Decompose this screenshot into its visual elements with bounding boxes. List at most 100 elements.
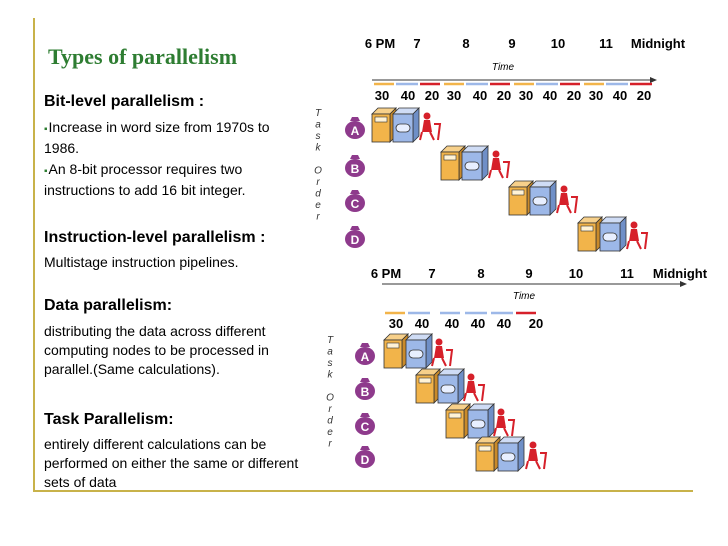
task-order-label: k xyxy=(328,370,334,381)
task-order-label: r xyxy=(328,439,332,450)
duration-label: 30 xyxy=(389,316,403,331)
duration-label: 20 xyxy=(637,88,651,103)
task-letter: B xyxy=(351,162,360,176)
duration-label: 40 xyxy=(471,316,485,331)
bag-icon xyxy=(360,446,370,450)
washer-icon xyxy=(445,403,471,439)
section-task: Task Parallelism: entirely different cal… xyxy=(44,410,306,492)
folder-person-icon xyxy=(493,408,516,437)
hour-label: 6 PM xyxy=(371,266,401,281)
folder-person-icon xyxy=(488,150,511,179)
section-heading: Task Parallelism: xyxy=(44,411,174,428)
section-bit-level: Bit-level parallelism : ▪Increase in wor… xyxy=(44,92,306,200)
duration-label: 30 xyxy=(447,88,461,103)
bag-icon xyxy=(355,450,375,468)
hour-label: 7 xyxy=(428,266,435,281)
task-order-label: a xyxy=(315,120,321,131)
time-axis-arrow xyxy=(650,77,657,83)
bag-icon xyxy=(355,417,375,435)
section-text: Multistage instruction pipelines. xyxy=(44,254,239,270)
task-order-label: d xyxy=(327,416,333,427)
time-label: Time xyxy=(513,291,536,302)
washer-icon xyxy=(577,216,603,252)
dryer-icon xyxy=(437,368,465,404)
dryer-icon xyxy=(461,145,489,181)
task-letter: B xyxy=(361,385,370,399)
duration-label: 40 xyxy=(543,88,557,103)
section-text: entirely different calculations can be p… xyxy=(44,436,299,490)
duration-label: 40 xyxy=(613,88,627,103)
task-order-label: s xyxy=(316,131,321,142)
hour-label: 8 xyxy=(477,266,484,281)
folder-person-icon xyxy=(463,373,486,402)
section-heading: Instruction-level parallelism : xyxy=(44,229,266,246)
hour-label: 10 xyxy=(569,266,583,281)
duration-label: 40 xyxy=(473,88,487,103)
bag-icon xyxy=(355,382,375,400)
task-letter: A xyxy=(351,124,360,138)
task-order-label: d xyxy=(315,189,321,200)
folder-person-icon xyxy=(556,185,579,214)
bag-icon xyxy=(350,117,360,121)
washer-icon xyxy=(383,333,409,369)
section-heading: Bit-level parallelism : xyxy=(44,93,205,110)
time-label: Time xyxy=(492,62,515,73)
task-order-label: r xyxy=(328,404,332,415)
washer-icon xyxy=(475,436,501,472)
bag-icon xyxy=(360,343,370,347)
duration-label: 40 xyxy=(497,316,511,331)
folder-person-icon xyxy=(419,112,442,141)
folder-person-icon xyxy=(431,338,454,367)
bag-icon xyxy=(345,194,365,212)
task-order-label: e xyxy=(315,200,321,211)
bag-icon xyxy=(350,190,360,194)
task-letter: D xyxy=(351,233,360,247)
task-order-label: O xyxy=(326,393,334,404)
duration-label: 20 xyxy=(425,88,439,103)
bullet-text: An 8-bit processor requires two instruct… xyxy=(44,161,246,198)
dryer-icon xyxy=(467,403,495,439)
bullet-item: ▪Increase in word size from 1970s to 198… xyxy=(44,118,306,158)
bag-icon xyxy=(345,121,365,139)
hour-label: 9 xyxy=(508,36,515,51)
bag-icon xyxy=(345,159,365,177)
bag-icon xyxy=(360,413,370,417)
hour-label: 9 xyxy=(525,266,532,281)
folder-person-icon xyxy=(626,221,649,250)
task-letter: C xyxy=(361,420,370,434)
task-order-label: T xyxy=(315,108,322,119)
task-order-label: r xyxy=(316,177,320,188)
duration-label: 40 xyxy=(415,316,429,331)
hour-label: Midnight xyxy=(653,266,708,281)
bullet-item: ▪An 8-bit processor requires two instruc… xyxy=(44,160,306,200)
bag-icon xyxy=(355,347,375,365)
section-heading: Data parallelism: xyxy=(44,297,173,314)
task-order-label: a xyxy=(327,347,333,358)
dryer-icon xyxy=(392,107,420,143)
task-order-label: r xyxy=(316,212,320,223)
duration-label: 30 xyxy=(519,88,533,103)
duration-label: 20 xyxy=(567,88,581,103)
dryer-icon xyxy=(405,333,433,369)
bag-icon xyxy=(350,226,360,230)
duration-label: 30 xyxy=(589,88,603,103)
folder-person-icon xyxy=(525,441,548,470)
hour-label: 7 xyxy=(413,36,420,51)
dryer-icon xyxy=(599,216,627,252)
frame-left-border xyxy=(33,18,35,490)
duration-label: 20 xyxy=(529,316,543,331)
section-instruction-level: Instruction-level parallelism : Multista… xyxy=(44,228,306,272)
task-order-label: s xyxy=(328,358,333,369)
hour-label: 8 xyxy=(462,36,469,51)
section-text: distributing the data across different c… xyxy=(44,323,269,377)
hour-label: Midnight xyxy=(631,36,686,51)
washer-icon xyxy=(371,107,397,143)
duration-label: 40 xyxy=(445,316,459,331)
task-order-label: O xyxy=(314,166,322,177)
task-order-label: k xyxy=(316,143,322,154)
bag-icon xyxy=(345,230,365,248)
hour-label: 6 PM xyxy=(365,36,395,51)
duration-label: 30 xyxy=(375,88,389,103)
hour-label: 11 xyxy=(620,266,634,281)
